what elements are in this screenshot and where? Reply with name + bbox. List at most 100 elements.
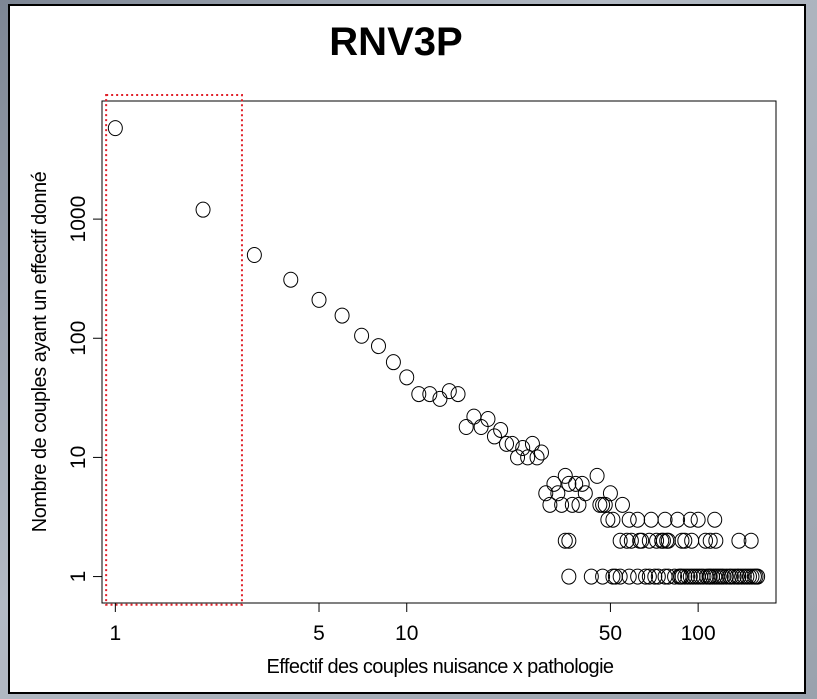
x-tick-label: 5 [313, 622, 325, 645]
data-point [667, 568, 683, 585]
data-point [564, 496, 580, 513]
data-point [458, 418, 474, 435]
plot-area [101, 100, 777, 604]
data-point [515, 439, 531, 456]
data-point [441, 383, 457, 400]
data-point [677, 532, 693, 549]
data-point [612, 568, 628, 585]
data-point [246, 246, 262, 263]
data-point [574, 475, 590, 492]
data-point [677, 568, 693, 585]
data-point [283, 271, 299, 288]
data-point [621, 511, 637, 528]
data-point [621, 568, 637, 585]
chart-panel: RNV3P 1 5 10 50 100 1 10 100 1000 Effectif des … [8, 4, 806, 694]
data-point [595, 568, 611, 585]
data-point [630, 511, 646, 528]
data-point [612, 532, 628, 549]
data-point [690, 511, 706, 528]
x-tick-label: 10 [395, 622, 418, 645]
data-point [680, 568, 696, 585]
x-axis: 1 5 10 50 100 [109, 602, 716, 645]
data-point [385, 354, 401, 371]
data-point [542, 496, 558, 513]
data-point [399, 369, 415, 386]
data-point [657, 511, 673, 528]
data-point [698, 532, 714, 549]
y-tick-label: 1 [67, 571, 90, 583]
data-point [583, 568, 599, 585]
y-axis: 1 10 100 1000 [67, 196, 103, 583]
data-point [561, 532, 577, 549]
data-point [600, 511, 616, 528]
data-point [750, 568, 766, 585]
x-tick-label: 1 [109, 622, 121, 645]
data-point [550, 485, 566, 502]
data-point [577, 485, 593, 502]
data-point [311, 291, 327, 308]
data-point [568, 475, 584, 492]
data-point [411, 386, 427, 403]
data-point [655, 532, 671, 549]
data-point [432, 390, 448, 407]
data-point [561, 568, 577, 585]
x-tick-label: 100 [681, 622, 716, 645]
data-point [486, 428, 502, 445]
x-tick-label: 50 [599, 622, 622, 645]
highlight-box [105, 94, 243, 606]
data-point [557, 532, 573, 549]
chart-title: RNV3P [329, 20, 462, 64]
data-point [370, 338, 386, 355]
data-point [602, 485, 618, 502]
y-axis-label: Nombre de couples ayant un effectif donn… [29, 171, 51, 532]
data-point [592, 496, 608, 513]
data-point [726, 568, 742, 585]
data-point [195, 201, 211, 218]
y-tick-label: 100 [67, 321, 90, 356]
y-tick-label: 1000 [67, 196, 90, 243]
data-point [731, 532, 747, 549]
data-point [533, 444, 549, 461]
data-point [561, 475, 577, 492]
data-points [107, 120, 766, 585]
data-point [554, 496, 570, 513]
data-point [731, 568, 747, 585]
data-point [538, 485, 554, 502]
x-axis-label: Effectif des couples nuisance x patholog… [267, 656, 614, 678]
data-point [499, 435, 515, 452]
data-point [546, 475, 562, 492]
data-point [334, 307, 350, 324]
data-point [614, 496, 630, 513]
data-point [702, 532, 718, 549]
data-point [649, 532, 665, 549]
data-point [723, 568, 739, 585]
data-point [493, 421, 509, 438]
y-tick-label: 10 [67, 446, 90, 469]
data-point [557, 467, 573, 484]
data-point [504, 435, 520, 452]
data-point [107, 120, 123, 137]
data-point [670, 511, 686, 528]
data-point [638, 568, 654, 585]
data-point [589, 467, 605, 484]
data-point [466, 408, 482, 425]
data-point [674, 532, 690, 549]
data-point [718, 568, 734, 585]
data-point [743, 532, 759, 549]
data-point [510, 449, 526, 466]
data-point [524, 435, 540, 452]
data-point [480, 411, 496, 428]
data-point [708, 532, 724, 549]
data-point [422, 386, 438, 403]
data-point [529, 449, 545, 466]
scatter-chart: RNV3P 1 5 10 50 100 1 10 100 1000 Effectif des … [29, 20, 777, 678]
data-point [354, 327, 370, 344]
data-point [707, 511, 723, 528]
data-point [450, 386, 466, 403]
data-point [623, 532, 639, 549]
data-point [643, 511, 659, 528]
data-point [682, 511, 698, 528]
data-point [641, 568, 657, 585]
data-point [634, 532, 650, 549]
data-point [630, 568, 646, 585]
